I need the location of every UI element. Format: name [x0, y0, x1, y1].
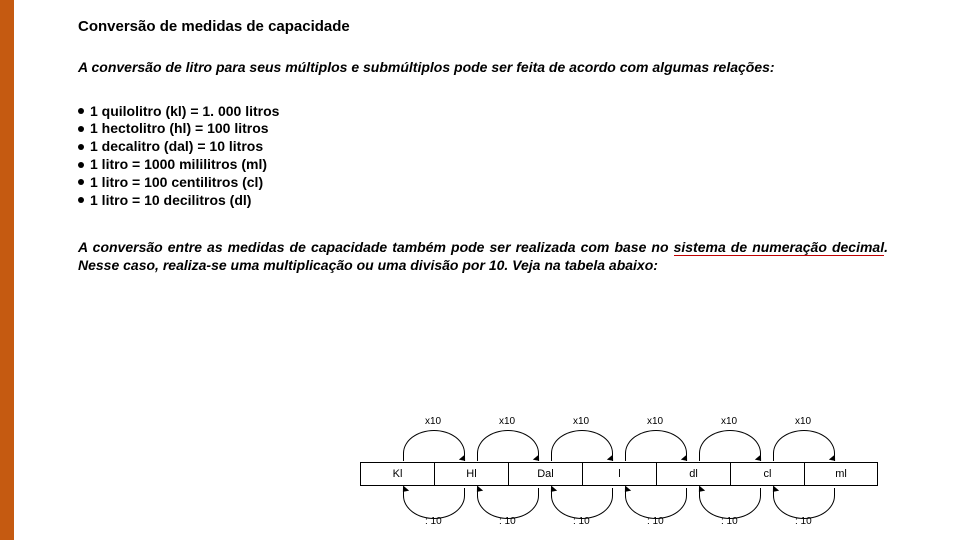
multiply-label: x10: [795, 416, 811, 427]
bullet-text: 1 litro = 1000 mililitros (ml): [90, 156, 267, 172]
multiply-arc-icon: [773, 430, 835, 461]
bullet-item: 1 hectolitro (hl) = 100 litros: [78, 120, 888, 138]
divide-arc-icon: [403, 488, 465, 519]
bullet-item: 1 litro = 10 decilitros (dl): [78, 192, 888, 210]
multiply-arc-icon: [477, 430, 539, 461]
unit-cell: Dal: [508, 462, 582, 486]
divide-arc-icon: [625, 488, 687, 519]
bullet-icon: [78, 126, 84, 132]
multiply-label: x10: [425, 416, 441, 427]
divide-label: : 10: [647, 516, 664, 527]
unit-cell: Hl: [434, 462, 508, 486]
intro-paragraph: A conversão de litro para seus múltiplos…: [78, 59, 888, 77]
bullet-text: 1 litro = 10 decilitros (dl): [90, 192, 251, 208]
bullet-item: 1 litro = 100 centilitros (cl): [78, 174, 888, 192]
divide-arc-icon: [551, 488, 613, 519]
bullet-item: 1 decalitro (dal) = 10 litros: [78, 138, 888, 156]
divide-label: : 10: [573, 516, 590, 527]
bullet-item: 1 quilolitro (kl) = 1. 000 litros: [78, 103, 888, 121]
multiply-label: x10: [721, 416, 737, 427]
units-row: KlHlDalldlclml: [360, 462, 878, 486]
unit-cell: Kl: [360, 462, 434, 486]
bullet-icon: [78, 144, 84, 150]
outro-paragraph: A conversão entre as medidas de capacida…: [78, 238, 888, 274]
unit-cell: dl: [656, 462, 730, 486]
bullet-text: 1 decalitro (dal) = 10 litros: [90, 138, 263, 154]
unit-cell: ml: [804, 462, 878, 486]
multiply-label: x10: [573, 416, 589, 427]
bullet-icon: [78, 179, 84, 185]
unit-cell: cl: [730, 462, 804, 486]
decimal-system-link[interactable]: sistema de numeração decimal: [674, 239, 885, 256]
divide-arc-icon: [477, 488, 539, 519]
multiply-label: x10: [499, 416, 515, 427]
divide-arc-icon: [699, 488, 761, 519]
outro-text-pre: A conversão entre as medidas de capacida…: [78, 239, 674, 255]
bullet-text: 1 quilolitro (kl) = 1. 000 litros: [90, 103, 279, 119]
multiply-arc-icon: [625, 430, 687, 461]
divide-arc-icon: [773, 488, 835, 519]
multiply-arc-icon: [403, 430, 465, 461]
bullet-text: 1 litro = 100 centilitros (cl): [90, 174, 263, 190]
slide-title: Conversão de medidas de capacidade: [78, 18, 888, 35]
unit-cell: l: [582, 462, 656, 486]
slide: Conversão de medidas de capacidade A con…: [0, 0, 960, 540]
divide-label: : 10: [499, 516, 516, 527]
content-area: Conversão de medidas de capacidade A con…: [78, 18, 888, 274]
divide-label: : 10: [721, 516, 738, 527]
divide-label: : 10: [425, 516, 442, 527]
bullet-text: 1 hectolitro (hl) = 100 litros: [90, 120, 269, 136]
bullet-icon: [78, 162, 84, 168]
conversion-diagram: KlHlDalldlclml x10 : 10 x10 : 10 x10 : 10 x10:…: [360, 416, 880, 526]
bullet-list: 1 quilolitro (kl) = 1. 000 litros 1 hect…: [78, 103, 888, 210]
bullet-item: 1 litro = 1000 mililitros (ml): [78, 156, 888, 174]
bullet-icon: [78, 197, 84, 203]
divide-label: : 10: [795, 516, 812, 527]
multiply-label: x10: [647, 416, 663, 427]
bullet-icon: [78, 108, 84, 114]
multiply-arc-icon: [699, 430, 761, 461]
accent-bar: [0, 0, 14, 540]
multiply-arc-icon: [551, 430, 613, 461]
